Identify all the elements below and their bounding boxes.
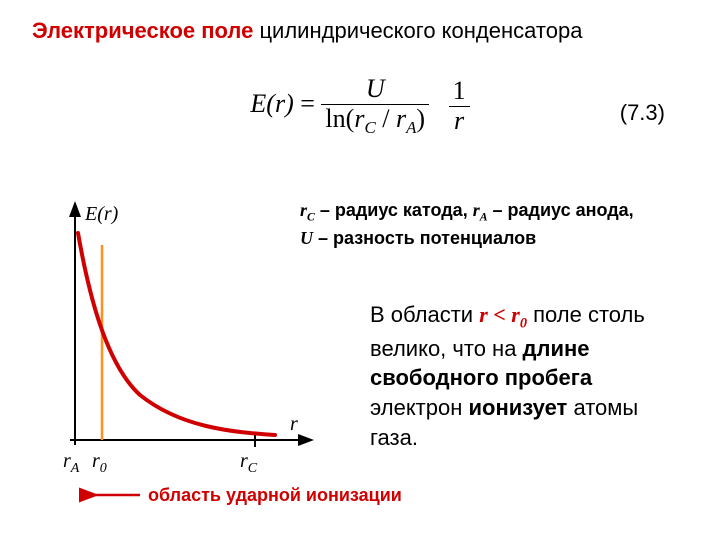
r0-label: r0 <box>92 450 107 476</box>
equation-block: E(r) = U ln(rC / rA) 1 r <box>0 75 720 137</box>
ion-label: область ударной ионизации <box>148 485 402 505</box>
eq-f2-den: r <box>449 107 470 136</box>
cond: r < r0 <box>479 302 527 327</box>
ylabel: E(r) <box>84 203 119 225</box>
equation-number: (7.3) <box>620 100 665 126</box>
eq-frac2: 1 r <box>449 77 470 135</box>
eq-frac1: U ln(rC / rA) <box>321 75 429 137</box>
xlabel: r <box>290 413 298 435</box>
page-title: Электрическое поле цилиндрического конде… <box>32 18 582 44</box>
eq-equals: = <box>300 89 321 118</box>
rC-label: rC <box>240 450 258 476</box>
eq-f2-num: 1 <box>449 77 470 107</box>
paragraph: В области r < r0 поле столь велико, что … <box>370 300 690 452</box>
eq-f1-num: U <box>321 75 429 105</box>
eq-f1-den: ln(rC / rA) <box>321 105 429 138</box>
chart-svg: E(r) r rA r0 rC область ударной ионизаци… <box>30 195 340 515</box>
title-red: Электрическое поле <box>32 18 253 43</box>
curve <box>78 233 275 435</box>
title-black: цилиндрического конденсатора <box>253 18 582 43</box>
definitions: rC – радиус катода, rA – радиус анода, U… <box>300 198 634 251</box>
rA-label: rA <box>63 450 80 476</box>
eq-lhs: E(r) <box>250 89 293 118</box>
equation: E(r) = U ln(rC / rA) 1 r <box>250 75 469 137</box>
eq-dot <box>436 89 443 118</box>
chart: E(r) r rA r0 rC область ударной ионизаци… <box>30 195 340 515</box>
